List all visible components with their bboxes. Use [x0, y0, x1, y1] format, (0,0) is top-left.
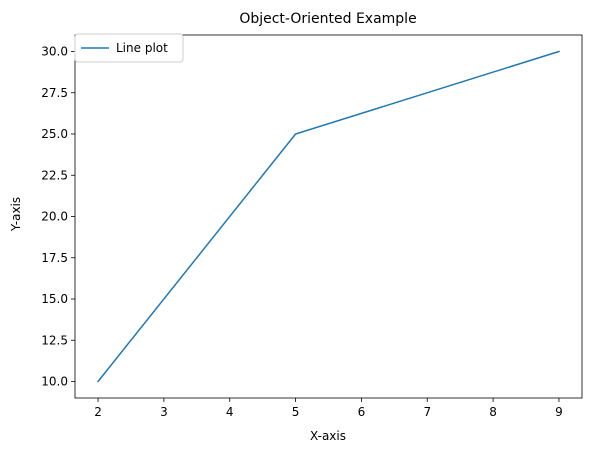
x-tick-label: 3: [160, 405, 168, 419]
x-tick-label: 7: [423, 405, 431, 419]
y-tick-label: 30.0: [41, 45, 68, 59]
y-tick-label: 17.5: [41, 251, 68, 265]
y-tick-label: 20.0: [41, 210, 68, 224]
y-tick-label: 10.0: [41, 375, 68, 389]
x-tick-label: 6: [358, 405, 366, 419]
series-layer: [96, 50, 560, 383]
x-tick-label: 8: [489, 405, 497, 419]
y-tick-label: 22.5: [41, 168, 68, 182]
series-line: [96, 50, 560, 383]
y-tick-label: 12.5: [41, 333, 68, 347]
x-tick-label: 9: [555, 405, 563, 419]
x-tick-label: 4: [226, 405, 234, 419]
legend-label: Line plot: [116, 41, 168, 55]
y-tick-label: 27.5: [41, 86, 68, 100]
y-tick-label: 25.0: [41, 127, 68, 141]
x-axis-ticks: 2 3 4 5 6 7 8 9: [94, 398, 563, 419]
plot-area-frame: [74, 34, 583, 399]
y-tick-label: 15.0: [41, 292, 68, 306]
y-axis-label: Y-axis: [9, 197, 23, 232]
x-tick-label: 5: [292, 405, 300, 419]
x-tick-label: 2: [94, 405, 102, 419]
legend-box: [74, 33, 184, 63]
chart-title: Object-Oriented Example: [239, 11, 416, 27]
legend: Line plot: [74, 33, 184, 63]
y-axis-ticks: 10.0 12.5 15.0 17.5 20.0 22.5 25.0 27.5 30.0: [41, 45, 75, 389]
x-axis-label: X-axis: [310, 429, 346, 443]
